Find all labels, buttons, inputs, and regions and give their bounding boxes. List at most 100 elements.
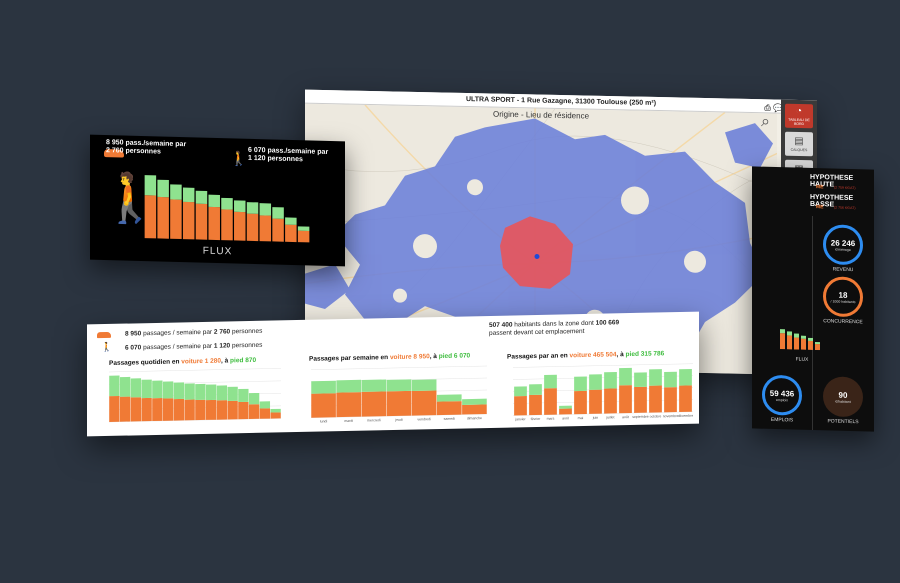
bar-car bbox=[184, 399, 195, 421]
yearly-chart-title: Passages par an en voiture 465 504, à pi… bbox=[507, 350, 665, 361]
bar-walk bbox=[589, 374, 602, 390]
bar-car bbox=[216, 400, 228, 420]
flux-title: FLUX bbox=[202, 245, 233, 258]
hypothesis-high-value: ME bbox=[816, 184, 824, 191]
walker-icon: 🚶 bbox=[230, 150, 248, 167]
tick-label: jeudi bbox=[394, 418, 403, 422]
bar-walk bbox=[634, 372, 647, 388]
bar-walk bbox=[246, 202, 259, 214]
car-icon bbox=[97, 331, 111, 339]
bar-car bbox=[248, 404, 260, 420]
bar-car bbox=[234, 211, 246, 241]
bar-walk bbox=[195, 383, 206, 400]
bar-car bbox=[436, 401, 462, 416]
bar-car bbox=[559, 408, 572, 415]
gridline bbox=[109, 368, 281, 373]
bar-car bbox=[649, 385, 662, 413]
bar-walk bbox=[664, 371, 677, 388]
bar-walk bbox=[141, 379, 152, 399]
bar-car bbox=[141, 397, 152, 422]
bar-walk bbox=[130, 378, 142, 398]
map-header-title: ULTRA SPORT - 1 Rue Gazagne, 31300 Toulo… bbox=[465, 96, 657, 107]
location-marker[interactable] bbox=[534, 253, 540, 259]
bar-car bbox=[679, 385, 692, 413]
tick-label: mars bbox=[547, 417, 555, 421]
layers-icon: ▤ bbox=[794, 135, 804, 147]
bar-car bbox=[109, 395, 120, 422]
gridline bbox=[513, 411, 693, 416]
flux-walk-stat: 6 070 pass./semaine par 1 120 personnes bbox=[248, 147, 328, 165]
origin-zone-red bbox=[500, 216, 573, 289]
bar-car bbox=[227, 400, 238, 420]
bar-walk bbox=[238, 388, 249, 403]
bar-car bbox=[574, 390, 587, 415]
potentiels-widget[interactable]: 90 €/habitant POTENTIELS bbox=[813, 376, 873, 426]
bar-car bbox=[664, 387, 677, 413]
stats-panel: 8 950 passages / semaine par 2 760 perso… bbox=[87, 311, 699, 437]
bar-walk bbox=[227, 386, 238, 401]
revenu-unit: €/ménage bbox=[835, 247, 851, 252]
sidebar-btn-tableau-de-bord[interactable]: ◔ TABLEAU DE BORD bbox=[785, 103, 813, 129]
bar-walk bbox=[170, 184, 182, 200]
map-svg bbox=[305, 103, 777, 375]
bar-car bbox=[205, 399, 217, 420]
bar-walk bbox=[144, 175, 157, 196]
bar-car bbox=[170, 199, 182, 240]
bar-car bbox=[604, 388, 617, 414]
bar-walk bbox=[544, 374, 557, 389]
bar-walk bbox=[152, 380, 163, 399]
concurrence-label: CONCURRENCE bbox=[823, 318, 863, 326]
bar-walk bbox=[679, 369, 692, 386]
bar-car bbox=[238, 401, 249, 420]
bar-car bbox=[529, 394, 542, 416]
bar-walk bbox=[311, 380, 336, 394]
sidebar-btn-label: CALQUES bbox=[790, 147, 808, 152]
tick-label: avril bbox=[562, 416, 569, 420]
bar-car bbox=[208, 206, 220, 241]
bar-walk bbox=[173, 382, 185, 400]
emplois-widget[interactable]: 59 436 emplois EMPLOIS bbox=[752, 374, 812, 424]
bar-walk bbox=[559, 405, 572, 409]
bar-car bbox=[162, 398, 174, 421]
bar-walk bbox=[216, 385, 228, 401]
bar-car bbox=[130, 397, 142, 422]
weekly-chart: lundi mardi mercredi jeudi vendredi samedi dim… bbox=[311, 365, 487, 424]
bar-car bbox=[336, 392, 362, 418]
weekly-chart-title: Passages par semaine en voiture 8 950, à… bbox=[309, 352, 471, 363]
bar-walk bbox=[462, 398, 487, 405]
flux-chart bbox=[144, 175, 310, 243]
revenu-widget[interactable]: 26 246 €/ménage REVENU bbox=[813, 224, 873, 274]
potentiels-ring: 90 €/habitant bbox=[823, 376, 863, 418]
hypothesis-low-value: ME bbox=[816, 204, 824, 211]
bar-car bbox=[182, 201, 195, 240]
bar-car bbox=[221, 209, 233, 241]
tick-label: mai bbox=[578, 416, 584, 420]
flux-label: FLUX bbox=[795, 356, 809, 363]
gridline bbox=[513, 387, 693, 392]
zoom-search-icon[interactable]: ⌕ bbox=[761, 113, 770, 131]
flux-mini-chart bbox=[780, 329, 820, 351]
hypothesis-high-note: (2 759 K€/AT) bbox=[834, 185, 856, 191]
concurrence-widget[interactable]: 18 / 1000 habitants CONCURRENCE bbox=[813, 276, 873, 326]
bar-walk bbox=[619, 367, 632, 386]
map-canvas[interactable] bbox=[305, 103, 777, 375]
sidebar-btn-label: TABLEAU DE BORD bbox=[788, 117, 810, 126]
bar-car bbox=[259, 215, 272, 242]
bar-walk bbox=[221, 197, 233, 210]
bar-walk bbox=[604, 372, 617, 389]
bar-car bbox=[285, 224, 297, 243]
sidebar-btn-calques[interactable]: ▤ CALQUES bbox=[785, 131, 813, 157]
bar-car bbox=[270, 412, 281, 419]
bar-car bbox=[311, 393, 336, 418]
bar-walk bbox=[436, 394, 462, 402]
bar-walk bbox=[297, 226, 310, 231]
flux-widget[interactable]: FLUX bbox=[772, 327, 832, 364]
bar-car bbox=[589, 389, 602, 414]
tick-label: mercredi bbox=[367, 418, 381, 422]
bar-car bbox=[152, 398, 163, 422]
bar-walk bbox=[195, 190, 208, 204]
bar-car bbox=[386, 390, 412, 417]
bar-walk bbox=[234, 200, 246, 213]
bar-car bbox=[634, 386, 647, 413]
print-icon[interactable]: ⎙ bbox=[764, 103, 771, 113]
